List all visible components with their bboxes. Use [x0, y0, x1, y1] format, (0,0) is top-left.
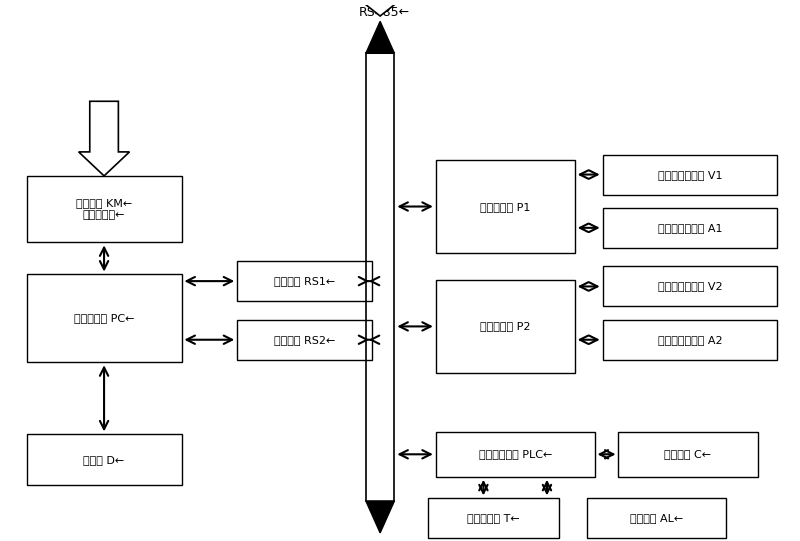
Text: 报警装置 AL←: 报警装置 AL←	[630, 513, 683, 523]
Bar	[26, 176, 182, 242]
Text: 电力变送器 P2: 电力变送器 P2	[480, 321, 530, 332]
Text: 转换接口 RS1←: 转换接口 RS1←	[274, 276, 335, 286]
Text: 二次电压互感器 V2: 二次电压互感器 V2	[658, 281, 722, 292]
Text: 电力变送器 P1: 电力变送器 P1	[480, 201, 530, 212]
Polygon shape	[78, 101, 130, 176]
Bar	[436, 432, 594, 477]
Text: 补偿装置 C←: 补偿装置 C←	[665, 449, 711, 459]
Text: 主控计算机 PC←: 主控计算机 PC←	[74, 313, 134, 324]
Text: 二次电流互感器 A2: 二次电流互感器 A2	[658, 335, 722, 345]
Bar	[586, 498, 726, 538]
Text: 温度变送器 T←: 温度变送器 T←	[467, 513, 520, 523]
Bar	[237, 261, 372, 301]
Polygon shape	[366, 21, 394, 54]
Bar	[237, 320, 372, 360]
Polygon shape	[366, 501, 394, 533]
Bar	[436, 160, 574, 253]
Bar	[602, 155, 778, 195]
Bar	[602, 320, 778, 360]
Text: 转换接口 RS2←: 转换接口 RS2←	[274, 335, 335, 345]
Bar	[602, 208, 778, 248]
Text: 显示器 D←: 显示器 D←	[83, 454, 125, 465]
Bar	[436, 280, 574, 373]
Bar	[428, 498, 559, 538]
Bar	[26, 274, 182, 362]
Bar	[602, 267, 778, 306]
Polygon shape	[350, 0, 410, 16]
Text: RS485←: RS485←	[358, 6, 410, 19]
Bar	[26, 434, 182, 485]
Text: 一次电压互感器 V1: 一次电压互感器 V1	[658, 169, 722, 180]
Text: 可编程控制器 PLC←: 可编程控制器 PLC←	[478, 449, 552, 459]
Bar	[618, 432, 758, 477]
Text: 一次电流互感器 A1: 一次电流互感器 A1	[658, 223, 722, 233]
Text: 输入设备 KM←
键盘、鼠标←: 输入设备 KM← 键盘、鼠标←	[76, 199, 132, 220]
